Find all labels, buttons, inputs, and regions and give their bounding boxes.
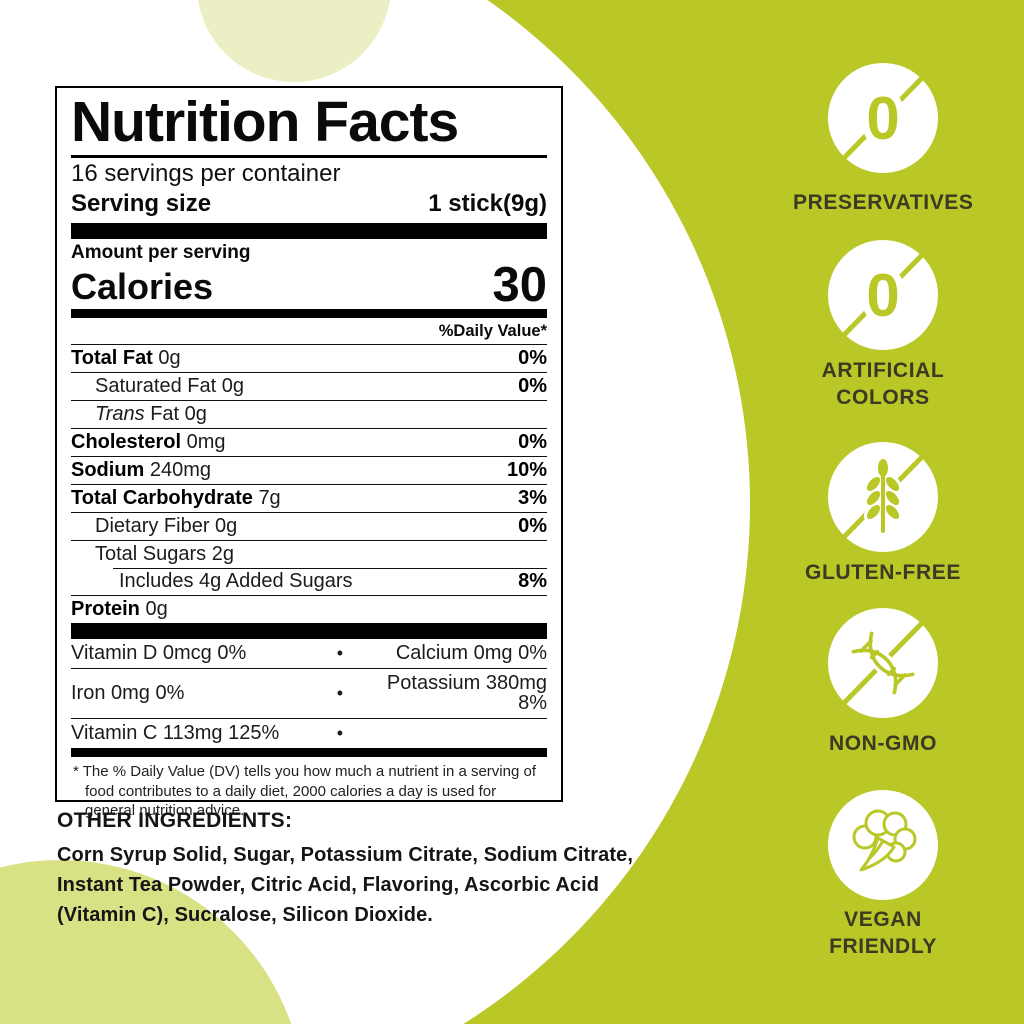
nutrient-name: Total Carbohydrate: [71, 487, 253, 510]
nutrient-row-trans-fat: Trans Fat 0g: [71, 399, 547, 428]
vitamin-left: Vitamin C 113mg 125%: [71, 722, 280, 745]
badge-vegan-friendly: VEGAN FRIENDLY: [793, 790, 973, 960]
nutrient-row-saturated-fat: Saturated Fat 0g 0%: [71, 371, 547, 400]
zero-slash-icon: 0: [828, 63, 938, 173]
vitamin-row: Iron 0mg 0% • Potassium 380mg 8%: [71, 667, 547, 718]
dna-slash-icon: [828, 608, 938, 718]
serving-size-row: Serving size 1 stick(9g): [71, 188, 547, 223]
badge-zero-artificial-colors: 0 ARTIFICIAL COLORS: [793, 240, 973, 411]
badge-label: ARTIFICIAL COLORS: [821, 359, 945, 409]
nutrient-amount: 7g: [258, 487, 281, 510]
nutrient-amount: 0mg: [186, 431, 226, 454]
bullet-separator: •: [336, 683, 344, 704]
badge-non-gmo: NON-GMO: [793, 608, 973, 757]
nutrient-dv: 0%: [518, 515, 547, 538]
divider-bar: [71, 222, 547, 239]
nutrient-name: Protein: [71, 598, 140, 621]
badge-label: NON-GMO: [828, 732, 938, 755]
nutrient-dv: 10%: [506, 459, 547, 482]
serving-size-value: 1 stick(9g): [428, 189, 547, 217]
bullet-separator: •: [336, 723, 344, 744]
vitamin-right: Potassium 380mg 8%: [386, 672, 547, 715]
nutrient-dv: 0%: [518, 375, 547, 398]
ingredients-line: Corn Syrup Solid, Sugar, Potassium Citra…: [57, 844, 633, 866]
other-ingredients-section: OTHER INGREDIENTS: Corn Syrup Solid, Sug…: [57, 809, 677, 930]
vitamin-left: Iron 0mg 0%: [71, 682, 185, 705]
nutrient-amount: 0g: [158, 347, 181, 370]
nutrient-name: Fat: [150, 403, 180, 426]
nutrient-amount: 0g: [221, 375, 244, 398]
nutrient-name: Dietary Fiber: [95, 515, 210, 538]
nutrient-row-dietary-fiber: Dietary Fiber 0g 0%: [71, 511, 547, 540]
badge-zero-preservatives: 0 PRESERVATIVES: [793, 63, 973, 216]
nutrient-amount: 0g: [184, 403, 207, 426]
calories-value: 30: [492, 257, 547, 312]
nutrient-name: Cholesterol: [71, 431, 182, 454]
calories-row: Calories 30: [71, 257, 547, 312]
calories-label: Calories: [71, 265, 214, 307]
nutrient-amount: 0g: [215, 515, 238, 538]
svg-text:0: 0: [866, 262, 899, 329]
nutrient-amount: 240mg: [149, 459, 212, 482]
serving-size-label: Serving size: [71, 189, 212, 217]
nutrient-name: Sodium: [71, 459, 145, 482]
servings-per-container: 16 servings per container: [71, 159, 341, 187]
svg-text:0: 0: [866, 85, 899, 152]
nutrient-dv: 0%: [518, 347, 547, 370]
nutrient-dv: 8%: [518, 570, 547, 593]
bullet-separator: •: [336, 643, 344, 664]
nutrient-row-added-sugars: Includes 4g Added Sugars 8%: [71, 567, 547, 595]
nutrition-facts-title: Nutrition Facts: [71, 90, 459, 154]
badge-gluten-free: GLUTEN-FREE: [793, 442, 973, 586]
daily-value-footnote: * The % Daily Value (DV) tells you how m…: [73, 762, 536, 820]
wheat-slash-icon: [828, 442, 938, 552]
ingredients-line: (Vitamin C), Sucralose, Silicon Dioxide.: [57, 904, 433, 926]
divider-bar: [71, 308, 547, 318]
nutrient-name: Includes 4g Added Sugars: [119, 570, 353, 593]
nutrient-name: Total Fat: [71, 347, 153, 370]
nutrient-row-protein: Protein 0g: [71, 594, 547, 623]
nutrient-amount: 2g: [211, 543, 234, 566]
divider-bar: [71, 747, 547, 757]
vitamin-right: Calcium 0mg 0%: [395, 642, 547, 665]
badge-label: VEGAN FRIENDLY: [829, 908, 937, 958]
claim-badges-column: 0 PRESERVATIVES 0 ARTIFICIAL COLORS: [793, 0, 973, 1024]
nutrient-row-sodium: Sodium 240mg 10%: [71, 455, 547, 484]
divider-bar: [71, 622, 547, 639]
nutrition-facts-label: Nutrition Facts 16 servings per containe…: [55, 86, 563, 819]
vitamin-row: Vitamin C 113mg 125% •: [71, 717, 547, 748]
amount-per-serving: Amount per serving: [71, 241, 251, 263]
badge-label: PRESERVATIVES: [793, 191, 974, 214]
nutrient-dv: 0%: [518, 431, 547, 454]
badge-label: GLUTEN-FREE: [805, 561, 961, 584]
other-ingredients-heading: OTHER INGREDIENTS:: [57, 809, 293, 832]
nutrient-row-cholesterol: Cholesterol 0mg 0%: [71, 427, 547, 456]
nutrient-dv: 3%: [518, 487, 547, 510]
nutrient-name: Total Sugars: [95, 543, 207, 566]
title-rule: [71, 154, 547, 158]
vitamin-left: Vitamin D 0mcg 0%: [71, 642, 247, 665]
vitamin-row: Vitamin D 0mcg 0% • Calcium 0mg 0%: [71, 639, 547, 668]
nutrient-row-total-carbohydrate: Total Carbohydrate 7g 3%: [71, 483, 547, 512]
nutrient-name: Saturated Fat: [95, 375, 217, 398]
broccoli-icon: [828, 790, 938, 900]
nutrient-row-total-sugars: Total Sugars 2g: [71, 539, 547, 568]
daily-value-header: %Daily Value*: [438, 321, 547, 340]
ingredients-line: Instant Tea Powder, Citric Acid, Flavori…: [57, 874, 600, 896]
zero-slash-icon: 0: [828, 240, 938, 350]
nutrient-name-italic: Trans: [95, 403, 145, 426]
nutrient-amount: 0g: [145, 598, 168, 621]
nutrient-row-total-fat: Total Fat 0g 0%: [71, 343, 547, 372]
